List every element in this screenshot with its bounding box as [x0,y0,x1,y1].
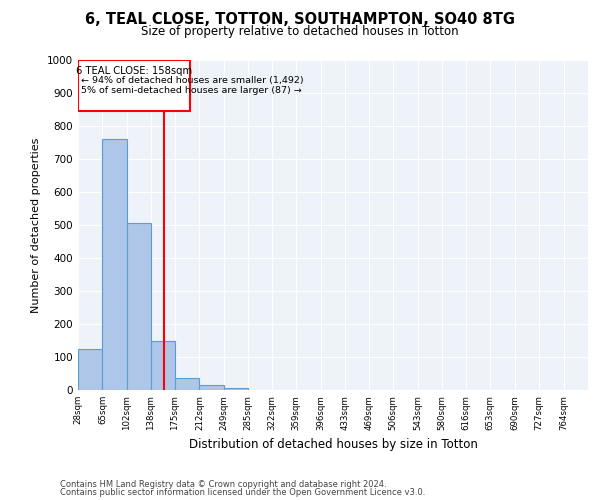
Bar [224,388,248,390]
Bar [175,378,199,390]
Text: 6, TEAL CLOSE, TOTTON, SOUTHAMPTON, SO40 8TG: 6, TEAL CLOSE, TOTTON, SOUTHAMPTON, SO40… [85,12,515,28]
Text: Contains HM Land Registry data © Crown copyright and database right 2024.: Contains HM Land Registry data © Crown c… [60,480,386,489]
FancyBboxPatch shape [78,60,190,111]
Text: Contains public sector information licensed under the Open Government Licence v3: Contains public sector information licen… [60,488,425,497]
Text: 5% of semi-detached houses are larger (87) →: 5% of semi-detached houses are larger (8… [80,86,301,95]
Text: Size of property relative to detached houses in Totton: Size of property relative to detached ho… [141,25,459,38]
Y-axis label: Number of detached properties: Number of detached properties [31,138,41,312]
Text: 6 TEAL CLOSE: 158sqm: 6 TEAL CLOSE: 158sqm [76,66,192,76]
Bar [199,385,224,390]
Bar [78,349,103,390]
Text: ← 94% of detached houses are smaller (1,492): ← 94% of detached houses are smaller (1,… [80,76,303,85]
Bar [103,139,127,390]
Bar [151,340,175,390]
Bar [127,224,151,390]
X-axis label: Distribution of detached houses by size in Totton: Distribution of detached houses by size … [188,438,478,451]
